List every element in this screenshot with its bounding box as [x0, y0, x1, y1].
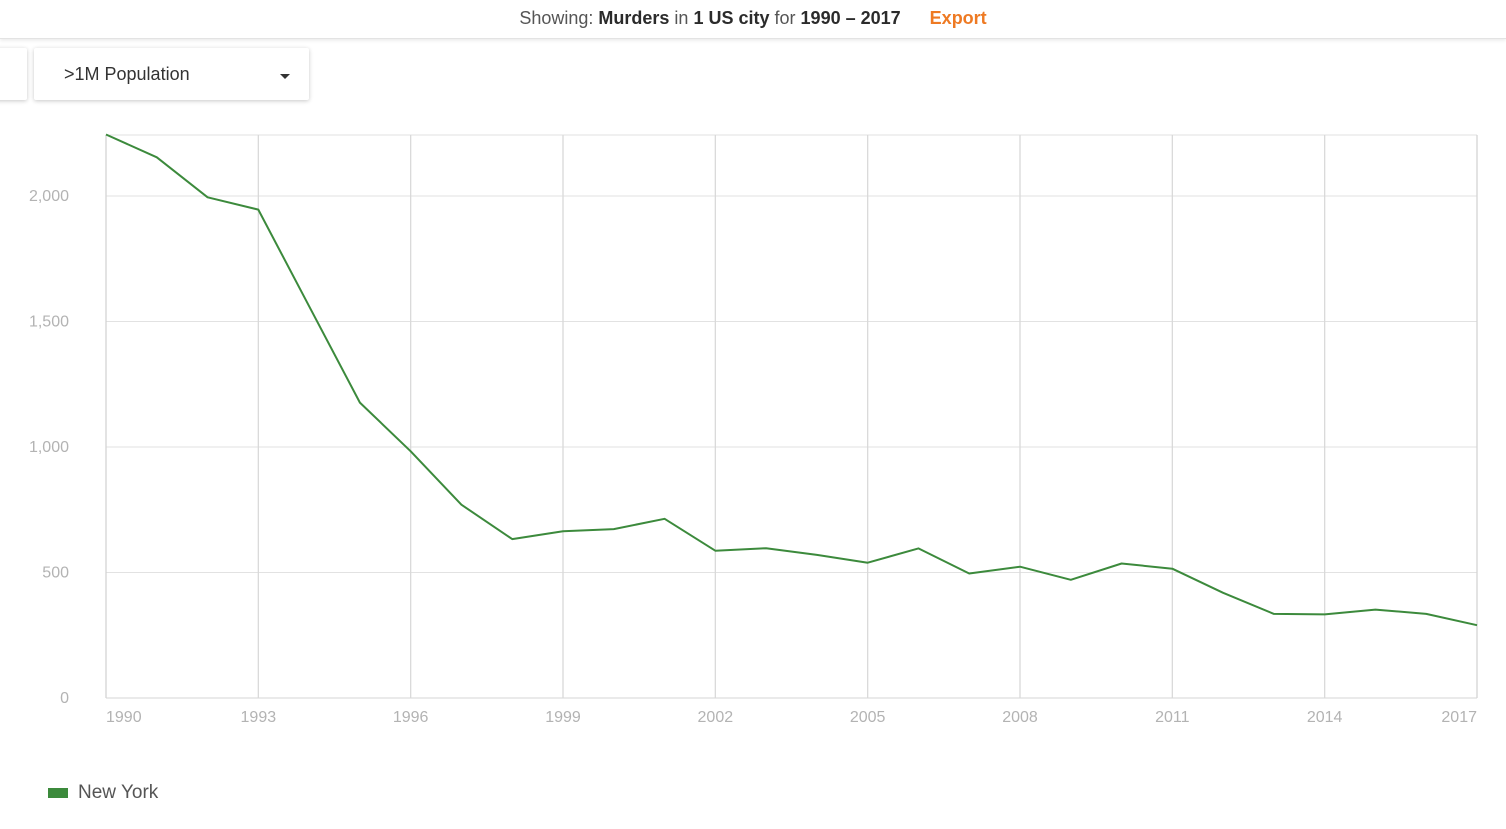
- data-point: [764, 546, 768, 550]
- summary-word-for: for: [774, 8, 796, 28]
- x-tick-label: 1999: [545, 709, 581, 726]
- data-point: [307, 304, 311, 308]
- summary-text: Showing: Murders in 1 US city for 1990 –…: [0, 7, 1506, 29]
- summary-range: 1990 – 2017: [800, 8, 901, 28]
- x-tick-label: 2002: [698, 709, 734, 726]
- x-tick-label: 2008: [1002, 709, 1038, 726]
- y-tick-label: 500: [42, 565, 69, 582]
- y-tick-label: 2,000: [29, 188, 69, 205]
- data-point: [663, 517, 667, 521]
- data-point: [1272, 612, 1276, 616]
- data-point: [1221, 591, 1225, 595]
- data-point: [1120, 561, 1124, 565]
- data-point: [1069, 578, 1073, 582]
- x-tick-label: 1990: [106, 709, 142, 726]
- x-tick-label: 2011: [1155, 709, 1190, 726]
- y-tick-label: 1,000: [29, 439, 69, 456]
- data-point: [967, 572, 971, 576]
- data-point: [815, 553, 819, 557]
- data-point: [256, 208, 260, 212]
- summary-word-in: in: [674, 8, 689, 28]
- data-point: [561, 529, 565, 533]
- data-point: [1373, 608, 1377, 612]
- data-point: [104, 133, 108, 137]
- data-point: [409, 449, 413, 453]
- population-dropdown-value: >1M Population: [64, 64, 190, 84]
- filter-dropdown-partial[interactable]: [0, 48, 27, 100]
- y-tick-label: 0: [60, 690, 69, 707]
- data-point: [1475, 623, 1479, 627]
- data-point: [1018, 565, 1022, 569]
- legend: New York: [48, 782, 158, 804]
- x-tick-label: 2014: [1307, 709, 1343, 726]
- data-point: [866, 561, 870, 565]
- data-point: [1424, 612, 1428, 616]
- x-tick-label: 1996: [393, 709, 429, 726]
- data-point: [1323, 612, 1327, 616]
- data-point: [510, 537, 514, 541]
- population-dropdown[interactable]: >1M Population: [34, 48, 309, 100]
- data-point: [358, 401, 362, 405]
- summary-prefix: Showing:: [519, 8, 594, 28]
- data-point: [612, 527, 616, 531]
- export-link[interactable]: Export: [929, 8, 987, 28]
- data-point: [713, 549, 717, 553]
- summary-bar: Showing: Murders in 1 US city for 1990 –…: [0, 0, 1506, 39]
- series-line-new-york: [105, 133, 1478, 627]
- data-point: [206, 195, 210, 199]
- grid: [105, 134, 1478, 699]
- axis-labels: 0 500 1,000 1,500 2,000 1990 1993 1996 1999 2002 2…: [29, 188, 1477, 726]
- x-tick-label: 1993: [241, 709, 277, 726]
- data-point: [155, 155, 159, 159]
- x-tick-label: 2017: [1441, 709, 1477, 726]
- series-layer: [104, 133, 1479, 627]
- summary-metric: Murders: [598, 8, 670, 28]
- summary-scope: 1 US city: [693, 8, 770, 28]
- y-tick-label: 1,500: [29, 314, 69, 331]
- legend-swatch: [48, 788, 68, 798]
- caret-down-icon: [280, 74, 290, 79]
- data-point: [459, 503, 463, 507]
- data-point: [1170, 567, 1174, 571]
- legend-label: New York: [78, 782, 159, 803]
- x-tick-label: 2005: [850, 709, 886, 726]
- data-point: [916, 546, 920, 550]
